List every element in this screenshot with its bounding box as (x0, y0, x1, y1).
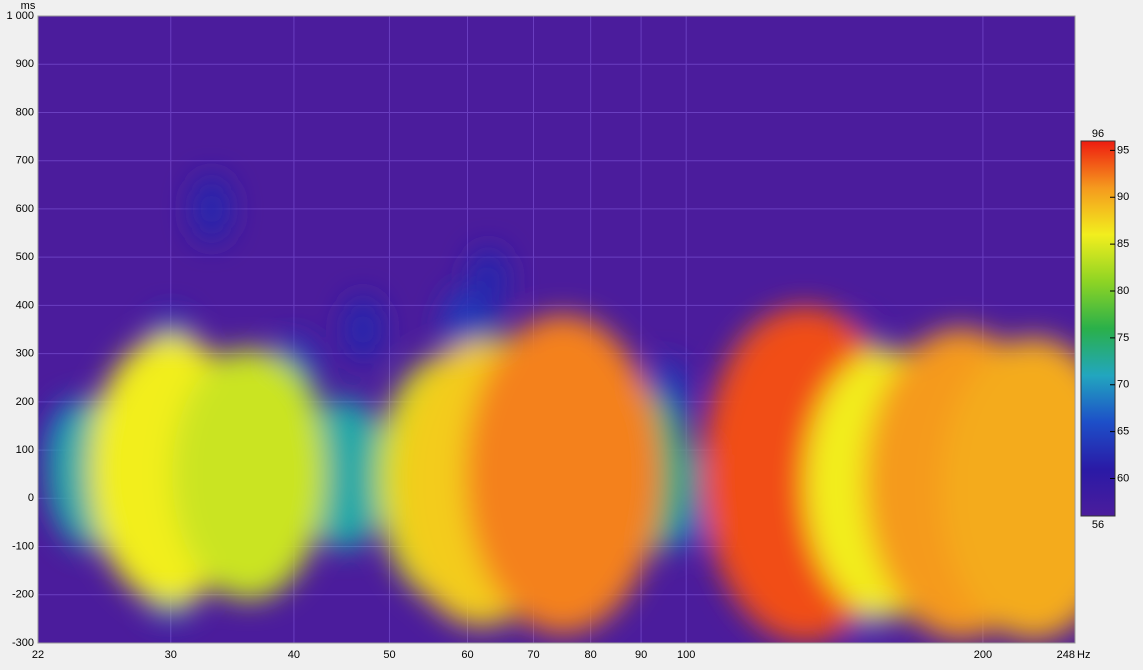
x-tick-label: 90 (635, 649, 647, 661)
colorbar-tick-label: 85 (1117, 238, 1129, 250)
y-tick-label: 700 (16, 155, 34, 167)
plot-frame (37, 15, 1076, 644)
colorbar (1080, 140, 1116, 517)
y-tick-label: 400 (16, 299, 34, 311)
x-tick-label: 22 (32, 649, 44, 661)
colorbar-tick-label: 95 (1117, 144, 1129, 156)
colorbar-tick-label: 90 (1117, 191, 1129, 203)
colorbar-tick-label: 75 (1117, 332, 1129, 344)
colorbar-max: 96 (1092, 128, 1104, 140)
level-cell (468, 248, 508, 315)
y-unit: ms (21, 0, 36, 12)
y-tick-label: 500 (16, 251, 34, 263)
y-tick-label: -300 (12, 637, 34, 649)
colorbar-tick-label: 60 (1117, 472, 1129, 484)
y-tick-label: 600 (16, 203, 34, 215)
y-tick-label: 200 (16, 396, 34, 408)
y-tick-label: 800 (16, 106, 34, 118)
level-cell (465, 314, 661, 634)
x-tick-label: 100 (677, 649, 695, 661)
level-cell (940, 337, 1075, 640)
y-tick-label: 900 (16, 58, 34, 70)
x-tick-label: 60 (461, 649, 473, 661)
y-tick-label: 100 (16, 444, 34, 456)
y-tick-label: -100 (12, 540, 34, 552)
colorbar-min: 56 (1092, 519, 1104, 531)
level-cell (343, 296, 383, 363)
x-tick-label: 30 (165, 649, 177, 661)
x-tick-label: 80 (585, 649, 597, 661)
x-tick-label: 40 (288, 649, 300, 661)
x-tick-label: 200 (974, 649, 992, 661)
colorbar-tick-label: 80 (1117, 285, 1129, 297)
x-tick-label: 70 (527, 649, 539, 661)
level-cell (191, 175, 232, 243)
level-cell (172, 348, 326, 600)
colorbar-tick-label: 65 (1117, 426, 1129, 438)
colorbar-tick-label: 70 (1117, 379, 1129, 391)
x-tick-label: 50 (383, 649, 395, 661)
x-unit: Hz (1077, 649, 1090, 661)
y-tick-label: -200 (12, 589, 34, 601)
y-tick-label: 300 (16, 348, 34, 360)
x-tick-label: 248 (1057, 649, 1075, 661)
y-tick-label: 1 000 (6, 10, 34, 22)
y-tick-label: 0 (28, 492, 34, 504)
